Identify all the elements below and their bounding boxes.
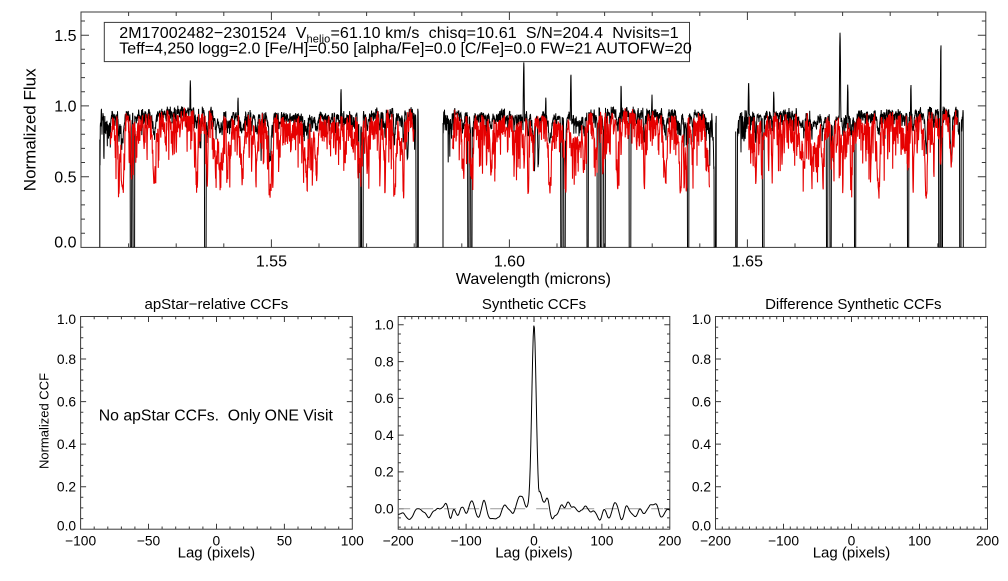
svg-text:50: 50 xyxy=(277,534,293,549)
svg-text:0.8: 0.8 xyxy=(57,352,77,367)
svg-text:0: 0 xyxy=(530,534,538,549)
svg-text:−200: −200 xyxy=(700,534,731,549)
svg-text:−100: −100 xyxy=(451,534,482,549)
svg-text:Lag (pixels): Lag (pixels) xyxy=(495,545,573,562)
svg-text:0.6: 0.6 xyxy=(57,394,77,409)
svg-text:apStar−relative CCFs: apStar−relative CCFs xyxy=(144,296,288,313)
svg-text:0.2: 0.2 xyxy=(692,480,711,495)
svg-text:−200: −200 xyxy=(383,534,414,549)
svg-text:100: 100 xyxy=(341,534,364,549)
svg-text:Normalized Flux: Normalized Flux xyxy=(21,68,40,191)
svg-text:0.6: 0.6 xyxy=(692,394,712,409)
svg-text:0.5: 0.5 xyxy=(54,169,76,186)
svg-text:Lag (pixels): Lag (pixels) xyxy=(813,545,891,562)
svg-text:0.8: 0.8 xyxy=(692,352,712,367)
svg-text:0.2: 0.2 xyxy=(57,480,76,495)
svg-text:0.0: 0.0 xyxy=(375,502,395,517)
svg-text:0.4: 0.4 xyxy=(692,437,712,452)
svg-text:−50: −50 xyxy=(137,534,161,549)
svg-text:Normalized CCF: Normalized CCF xyxy=(37,373,52,469)
svg-text:100: 100 xyxy=(590,534,613,549)
svg-text:0.0: 0.0 xyxy=(54,235,76,252)
svg-text:0.0: 0.0 xyxy=(57,518,77,533)
svg-text:0.6: 0.6 xyxy=(375,391,395,406)
svg-text:Wavelength (microns): Wavelength (microns) xyxy=(456,271,611,288)
svg-text:1.0: 1.0 xyxy=(57,312,77,327)
svg-text:Teff=4,250 logg=2.0 [Fe/H]=0.5: Teff=4,250 logg=2.0 [Fe/H]=0.50 [alpha/F… xyxy=(119,41,692,58)
svg-text:0.4: 0.4 xyxy=(57,437,77,452)
svg-text:Synthetic CCFs: Synthetic CCFs xyxy=(482,296,586,313)
svg-text:Lag (pixels): Lag (pixels) xyxy=(178,545,256,562)
svg-text:1.0: 1.0 xyxy=(54,99,76,116)
svg-text:1.60: 1.60 xyxy=(494,254,525,271)
svg-text:0.2: 0.2 xyxy=(375,465,394,480)
svg-text:1.55: 1.55 xyxy=(256,254,287,271)
svg-text:1.5: 1.5 xyxy=(54,28,76,45)
svg-text:100: 100 xyxy=(908,534,931,549)
svg-text:0: 0 xyxy=(848,534,856,549)
svg-text:1.0: 1.0 xyxy=(375,318,395,333)
svg-text:2M17002482−2301524 Vhelio=61.: 2M17002482−2301524 Vhelio=61.10 km/s chi… xyxy=(119,25,679,46)
svg-text:0: 0 xyxy=(213,534,221,549)
svg-text:1.65: 1.65 xyxy=(732,254,763,271)
svg-text:0.0: 0.0 xyxy=(692,518,712,533)
svg-text:200: 200 xyxy=(976,534,999,549)
svg-text:0.8: 0.8 xyxy=(375,354,395,369)
svg-text:No apStar CCFs. Only ONE Visi: No apStar CCFs. Only ONE Visit xyxy=(99,408,334,425)
svg-text:1.0: 1.0 xyxy=(692,312,712,327)
svg-text:0.4: 0.4 xyxy=(375,428,395,443)
svg-text:Difference Synthetic CCFs: Difference Synthetic CCFs xyxy=(765,296,941,313)
svg-text:−100: −100 xyxy=(65,534,96,549)
svg-text:−100: −100 xyxy=(768,534,799,549)
svg-text:200: 200 xyxy=(658,534,681,549)
